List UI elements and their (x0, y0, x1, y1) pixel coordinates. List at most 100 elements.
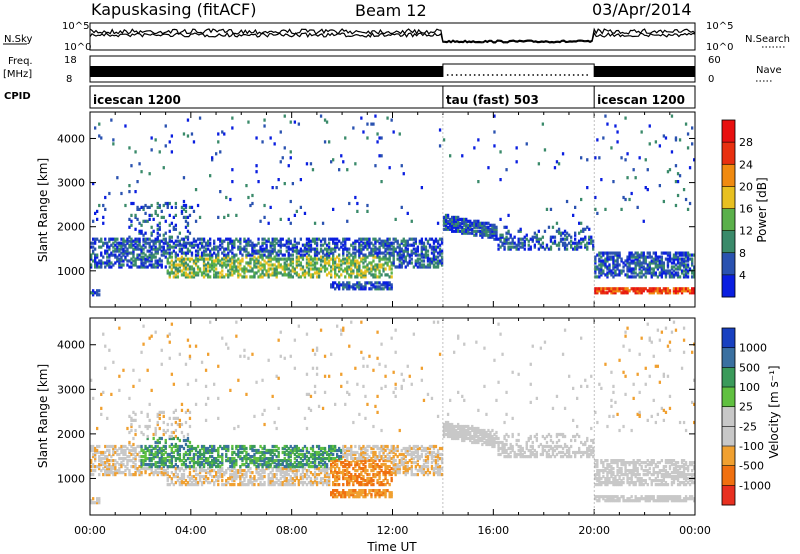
range-cell (334, 243, 337, 247)
range-cell (211, 469, 214, 473)
range-cell (396, 265, 399, 269)
range-cell (130, 265, 133, 269)
range-cell (184, 362, 188, 366)
range-cell (281, 463, 284, 467)
range-cell (297, 249, 301, 253)
range-cell (328, 448, 331, 453)
range-cell (606, 267, 609, 271)
range-cell (348, 495, 351, 499)
range-cell (336, 465, 339, 469)
range-cell (360, 481, 363, 485)
range-cell (188, 243, 192, 247)
range-cell (392, 253, 395, 257)
range-cell (188, 344, 192, 348)
range-cell (207, 477, 210, 481)
range-cell (287, 164, 290, 168)
range-cell (626, 273, 629, 277)
range-cell (686, 263, 690, 267)
range-cell (204, 457, 208, 461)
range-cell (321, 446, 325, 451)
range-cell (614, 124, 617, 128)
range-cell (303, 455, 307, 459)
range-cell (674, 255, 678, 259)
range-cell (491, 233, 494, 237)
range-cell (352, 452, 355, 457)
range-cell (249, 459, 252, 463)
range-cell (164, 457, 167, 461)
range-cell (231, 483, 234, 487)
range-cell (394, 247, 397, 251)
range-cell (154, 444, 157, 449)
range-cell (209, 249, 212, 253)
range-cell (120, 471, 123, 475)
range-cell (330, 459, 333, 463)
range-cell (531, 239, 534, 243)
range-cell (152, 452, 155, 457)
range-cell (98, 459, 101, 463)
range-cell (299, 477, 303, 481)
range-cell (565, 243, 569, 247)
range-cell (227, 275, 230, 279)
range-cell (114, 261, 117, 265)
range-cell (293, 457, 297, 461)
range-cell (277, 469, 280, 473)
range-cell (154, 446, 157, 451)
range-cell (336, 285, 339, 289)
range-cell (182, 259, 186, 263)
range-cell (154, 237, 157, 241)
range-cell (674, 164, 678, 168)
range-cell (303, 243, 307, 247)
range-cell (184, 483, 188, 487)
range-cell (130, 219, 133, 223)
range-cell (434, 247, 438, 251)
range-cell (184, 215, 188, 219)
range-cell (118, 247, 121, 251)
range-cell (273, 420, 276, 425)
range-cell (174, 223, 178, 227)
range-cell (315, 450, 319, 455)
range-cell (313, 481, 317, 485)
range-cell (660, 289, 664, 293)
range-cell (168, 235, 171, 239)
range-cell (332, 237, 335, 241)
range-cell (126, 259, 129, 263)
range-cell (196, 251, 200, 255)
range-cell (323, 461, 327, 465)
range-cell (194, 255, 198, 259)
range-cell (354, 477, 357, 481)
range-cell (319, 267, 323, 271)
range-cell (398, 245, 401, 249)
range-cell (360, 459, 363, 463)
range-cell (202, 469, 206, 473)
range-cell (237, 271, 240, 275)
range-cell (354, 457, 357, 461)
range-cell (350, 275, 353, 279)
range-cell (209, 467, 212, 471)
range-cell (291, 249, 295, 253)
range-cell (202, 237, 206, 241)
range-cell (362, 130, 365, 134)
range-cell (128, 473, 131, 477)
range-cell (680, 287, 684, 291)
range-cell (209, 320, 212, 324)
range-cell (253, 251, 256, 255)
range-cell (475, 233, 478, 237)
range-cell (499, 235, 502, 239)
range-cell (430, 237, 434, 241)
range-cell (182, 267, 186, 271)
range-cell (152, 253, 155, 257)
range-cell (541, 241, 545, 245)
range-cell (251, 483, 254, 487)
range-cell (574, 237, 577, 241)
range-cell (289, 444, 292, 449)
range-cell (602, 291, 605, 295)
range-cell (557, 162, 561, 166)
range-cell (303, 463, 307, 467)
range-cell (410, 261, 413, 265)
range-cell (138, 469, 141, 473)
range-cell (178, 241, 182, 245)
range-cell (261, 457, 264, 461)
range-cell (144, 261, 147, 265)
range-cell (253, 457, 256, 461)
range-cell (412, 265, 416, 269)
